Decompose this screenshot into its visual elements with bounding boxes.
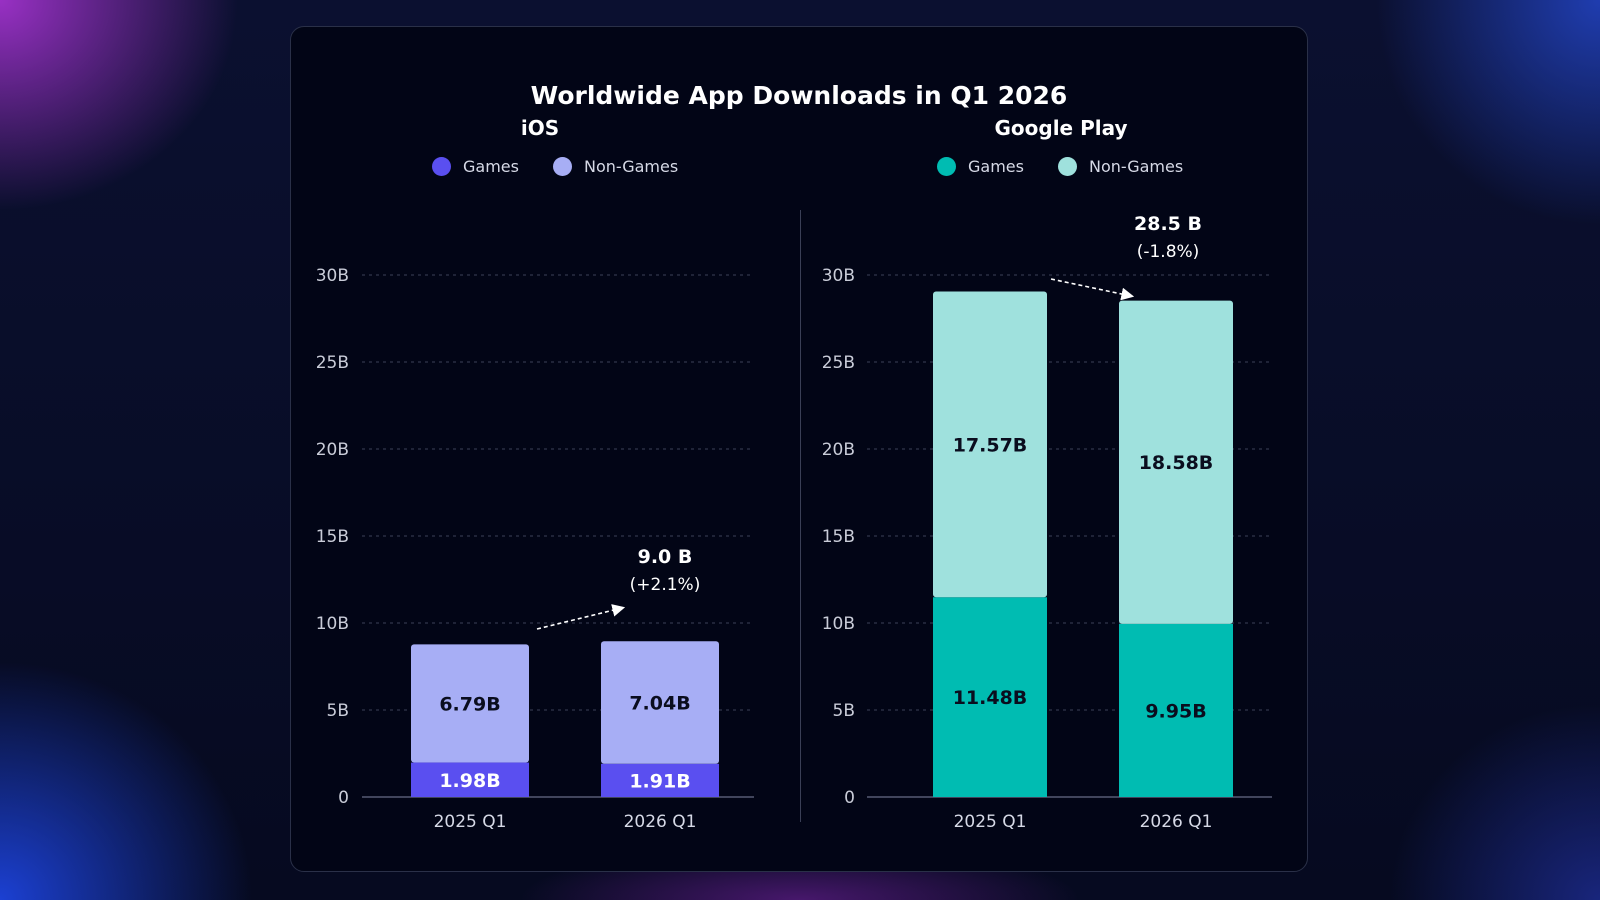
y-tick-label: 5B: [833, 701, 855, 721]
x-category-label: 2026 Q1: [624, 812, 697, 832]
total-annotation: 9.0 B: [638, 546, 693, 568]
y-tick-label: 0: [338, 788, 349, 808]
legend-item-games: Games: [432, 157, 519, 176]
non-games-swatch-icon: [1057, 157, 1077, 176]
y-tick-label: 20B: [316, 440, 349, 460]
legend-item-games: Games: [937, 157, 1024, 176]
change-annotation: (+2.1%): [630, 575, 701, 595]
legend-label: Games: [968, 157, 1024, 176]
google-play-bar-non-games-segment: [933, 291, 1047, 598]
ios-plot: 30B 25B 20B 15B 10B 5B 0 1.98B 6.79B 2025 Q1 1.91B…: [316, 266, 754, 832]
legend-label: Non-Games: [1088, 157, 1184, 176]
x-category-label: 2025 Q1: [434, 812, 507, 832]
ios-legend: Games Non-Games: [432, 157, 678, 176]
google-play-bar-non-games-segment: [1119, 300, 1233, 624]
x-category-label: 2026 Q1: [1140, 812, 1213, 832]
legend-item-non-games: Non-Games: [552, 157, 679, 176]
ios-panel-title: iOS: [520, 116, 560, 140]
non-games-swatch-icon: [552, 157, 572, 176]
y-tick-label: 10B: [316, 614, 349, 634]
bar-value-label: 1.98B: [439, 770, 500, 792]
y-tick-label: 10B: [822, 614, 855, 634]
y-tick-label: 25B: [822, 353, 855, 373]
google-play-plot: 30B 25B 20B 15B 10B 5B 0 11.48B 17.57B 2025 Q1 9.9…: [822, 213, 1272, 832]
legend-item-non-games: Non-Games: [1057, 157, 1184, 176]
y-tick-label: 30B: [822, 266, 855, 286]
bar-value-label: 1.91B: [629, 770, 690, 792]
bar-value-label: 11.48B: [953, 687, 1028, 709]
total-annotation: 28.5 B: [1134, 213, 1202, 235]
ios-bar-non-games-segment: [411, 644, 529, 763]
bar-value-label: 18.58B: [1139, 452, 1214, 474]
games-swatch-icon: [937, 157, 956, 176]
legend-label: Games: [463, 157, 519, 176]
google-play-legend: Games Non-Games: [937, 157, 1183, 176]
y-tick-label: 30B: [316, 266, 349, 286]
change-annotation: (-1.8%): [1137, 242, 1200, 262]
trend-arrow: [536, 604, 626, 630]
legend-label: Non-Games: [583, 157, 679, 176]
bar-value-label: 6.79B: [439, 693, 500, 715]
y-tick-label: 25B: [316, 353, 349, 373]
panel-divider: [800, 210, 801, 822]
trend-arrow: [1050, 278, 1135, 301]
google-play-bar-games-segment: [933, 597, 1047, 797]
y-tick-label: 0: [844, 788, 855, 808]
bar-value-label: 7.04B: [629, 693, 690, 715]
x-category-label: 2025 Q1: [954, 812, 1027, 832]
bar-value-label: 9.95B: [1145, 700, 1206, 722]
ios-bar-games-segment: [411, 762, 529, 797]
y-tick-label: 15B: [822, 527, 855, 547]
y-tick-label: 15B: [316, 527, 349, 547]
chart-title: Worldwide App Downloads in Q1 2026: [530, 81, 1068, 110]
ios-bar-games-segment: [601, 763, 719, 797]
ios-bar-non-games-segment: [601, 641, 719, 764]
games-swatch-icon: [432, 157, 451, 176]
google-play-panel-title: Google Play: [994, 116, 1128, 140]
bar-value-label: 17.57B: [953, 434, 1028, 456]
google-play-bar-games-segment: [1119, 623, 1233, 797]
y-tick-label: 20B: [822, 440, 855, 460]
y-tick-label: 5B: [327, 701, 349, 721]
